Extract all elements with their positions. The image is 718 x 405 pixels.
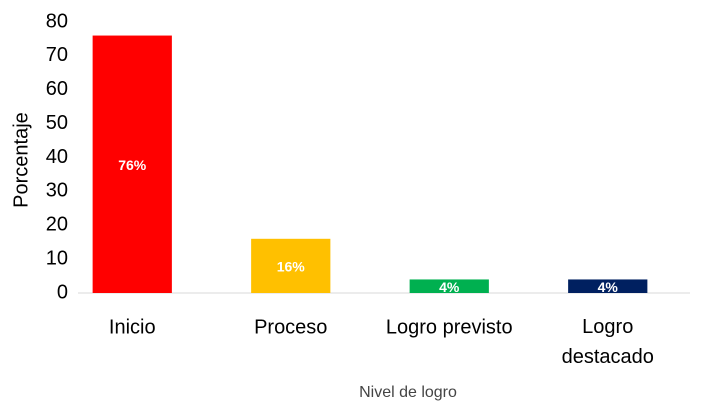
y-tick-label: 20: [46, 214, 68, 236]
y-tick-label: 40: [46, 146, 68, 168]
x-tick-label: Logro destacado: [562, 316, 654, 368]
y-tick-label: 30: [46, 180, 68, 202]
y-tick-label: 0: [57, 281, 68, 303]
y-tick-label: 60: [46, 78, 68, 100]
y-tick-label: 70: [46, 44, 68, 66]
value-label: 4%: [439, 279, 460, 295]
bar: [409, 279, 489, 293]
x-axis-title: Nivel de logro: [359, 384, 457, 401]
bar: [92, 35, 172, 294]
y-tick-label: 50: [46, 112, 68, 134]
value-label: 4%: [598, 279, 619, 295]
value-label: 16%: [277, 259, 306, 275]
value-label: 76%: [118, 157, 147, 173]
y-axis-title: Porcentaje: [10, 112, 32, 208]
x-tick-label: Logro previsto: [386, 316, 513, 338]
bar: [251, 238, 331, 293]
y-tick-label: 10: [46, 247, 68, 269]
bar: [568, 279, 648, 293]
y-tick-label: 80: [46, 10, 68, 32]
x-tick-label: Proceso: [254, 316, 327, 338]
x-tick-label: Inicio: [109, 316, 156, 338]
